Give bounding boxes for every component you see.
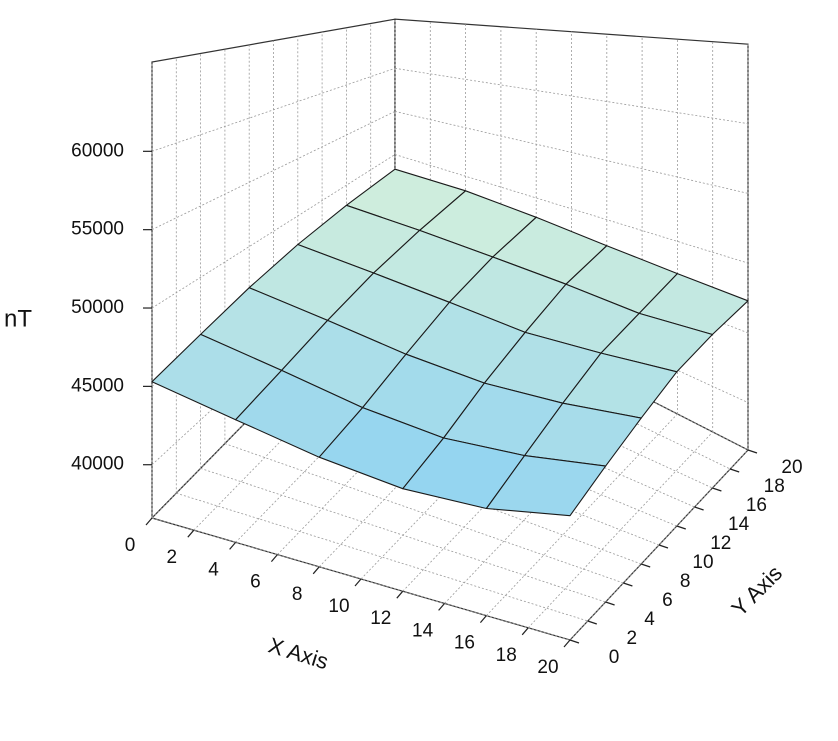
x-tick — [187, 529, 195, 538]
z-tick-label: 60000 — [71, 140, 124, 161]
y-tick-label: 10 — [692, 552, 713, 573]
grid-line — [394, 154, 749, 264]
y-tick — [569, 639, 580, 644]
x-tick-label: 8 — [292, 584, 303, 605]
z-tick-label: 40000 — [71, 454, 124, 475]
x-tick-label: 12 — [370, 608, 391, 629]
x-tick — [354, 578, 362, 587]
y-tick-label: 18 — [764, 476, 785, 497]
y-tick — [712, 487, 722, 492]
x-tick-label: 18 — [496, 645, 517, 666]
x-tick-label: 2 — [167, 547, 178, 568]
z-tick-label: 45000 — [71, 375, 124, 396]
x-tick-label: 0 — [125, 535, 136, 556]
x-tick — [396, 590, 404, 599]
y-tick — [747, 449, 758, 454]
y-tick-label: 0 — [609, 647, 620, 668]
y-tick — [623, 582, 633, 587]
grid-line — [200, 468, 606, 603]
y-tick — [676, 525, 686, 530]
y-tick-label: 16 — [746, 495, 767, 516]
y-tick-label: 6 — [662, 590, 673, 611]
z-tick-label: 50000 — [71, 297, 124, 318]
y-tick — [658, 544, 669, 549]
z-axis-label: nT — [4, 305, 32, 332]
x-tick — [521, 627, 529, 636]
x-tick — [145, 517, 153, 526]
x-tick-label: 10 — [328, 596, 349, 617]
grid-line — [569, 449, 749, 641]
grid-line — [151, 67, 396, 152]
y-tick — [605, 601, 615, 606]
x-tick — [312, 566, 320, 575]
y-tick-label: 4 — [644, 609, 655, 630]
y-tick — [641, 563, 651, 568]
x-tick-label: 4 — [208, 559, 219, 580]
grid-line — [394, 67, 749, 125]
grid-line — [527, 431, 713, 629]
y-tick — [587, 620, 597, 625]
z-tick-label: 55000 — [71, 219, 124, 240]
x-tick-label: 6 — [250, 572, 261, 593]
y-axis-label: Y Axis — [726, 560, 787, 621]
y-tick — [730, 468, 740, 473]
x-tick — [270, 554, 278, 562]
x-tick-label: 16 — [454, 633, 475, 654]
y-tick-label: 14 — [728, 514, 750, 535]
surface-cell — [485, 455, 607, 517]
x-tick-label: 20 — [537, 657, 558, 678]
x-tick-label: 14 — [412, 620, 434, 641]
x-tick — [438, 603, 446, 611]
x-axis-label: X Axis — [266, 632, 332, 674]
x-tick — [563, 639, 571, 648]
x-tick — [479, 615, 487, 623]
y-tick-label: 2 — [627, 628, 638, 649]
y-tick-label: 20 — [781, 457, 802, 478]
x-tick — [229, 542, 237, 550]
y-tick — [694, 506, 704, 511]
grid-line — [370, 294, 731, 470]
grid-line — [394, 111, 749, 194]
y-tick-label: 12 — [710, 533, 731, 554]
y-tick-label: 8 — [680, 571, 691, 592]
grid-line — [151, 111, 396, 231]
